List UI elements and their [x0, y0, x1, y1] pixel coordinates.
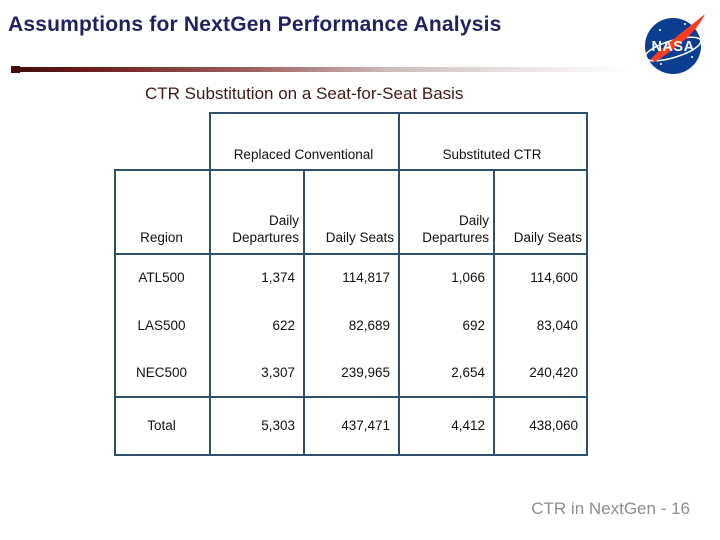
slide-subtitle: CTR Substitution on a Seat-for-Seat Basi…: [145, 84, 464, 103]
total-label-cell: Total: [147, 417, 176, 433]
table-cell: 692: [462, 317, 485, 333]
table-gridline: [493, 169, 495, 456]
table-cell: 239,965: [341, 365, 390, 380]
table-gridline: [398, 112, 400, 456]
table-gridline: [586, 112, 588, 456]
column-header-conventional-daily-seats: Daily Seats: [325, 230, 394, 246]
table-gridline: [114, 253, 588, 255]
table-cell: 114,817: [342, 269, 390, 285]
table-gridline: [114, 396, 588, 398]
table-cell: 240,420: [529, 365, 578, 380]
column-group-header-substituted-ctr: Substituted CTR: [442, 147, 542, 163]
nasa-logo-wordmark: NASA: [651, 39, 694, 55]
title-underline-gradient-bar: [11, 66, 644, 73]
table-gridline: [114, 169, 588, 171]
nasa-logo-red-vector: [651, 14, 705, 62]
region-cell: NEC500: [135, 365, 188, 380]
column-header-region: Region: [140, 230, 183, 246]
table-cell: 1,374: [261, 269, 295, 285]
slide-title: Assumptions for NextGen Performance Anal…: [8, 13, 502, 36]
table-cell: 3,307: [261, 365, 295, 380]
table-row-nec500: NEC500 3,307 239,965 2,654 240,420: [114, 349, 588, 396]
table-row-las500: LAS500 622 82,689 692 83,040: [114, 301, 588, 349]
column-header-ctr-daily-departures: Daily Departures: [422, 213, 489, 246]
table-cell: 438,060: [529, 417, 578, 433]
region-cell: ATL500: [138, 269, 185, 285]
column-header-ctr-daily-seats: Daily Seats: [513, 230, 582, 246]
table-cell: 114,600: [530, 269, 578, 285]
table-cell: 2,654: [451, 365, 485, 380]
table-gridline: [209, 112, 211, 456]
nasa-logo-orbit: [644, 36, 702, 62]
table-row-total: Total 5,303 437,471 4,412 438,060: [114, 396, 588, 454]
column-group-header-replaced-conventional: Replaced Conventional: [233, 147, 374, 163]
nasa-logo-icon: NASA: [644, 14, 705, 74]
table-gridline: [209, 112, 588, 114]
table-row-atl500: ATL500 1,374 114,817 1,066 114,600: [114, 253, 588, 301]
table-cell: 82,689: [348, 317, 390, 333]
table-gridline: [114, 169, 116, 456]
table-cell: 1,066: [451, 269, 485, 285]
table-cell: 5,303: [261, 417, 295, 433]
table-gridline: [114, 454, 588, 456]
column-header-conventional-daily-departures: Daily Departures: [232, 213, 299, 246]
region-cell: LAS500: [137, 317, 186, 333]
table-gridline: [303, 169, 305, 456]
table-cell: 83,040: [536, 317, 578, 333]
table-cell: 622: [272, 317, 295, 333]
table-cell: 437,471: [341, 417, 390, 433]
table-cell: 4,412: [451, 417, 485, 433]
slide-footer-page-label: CTR in NextGen - 16: [531, 499, 690, 518]
ctr-substitution-table: Replaced Conventional Substituted CTR Re…: [114, 112, 588, 456]
